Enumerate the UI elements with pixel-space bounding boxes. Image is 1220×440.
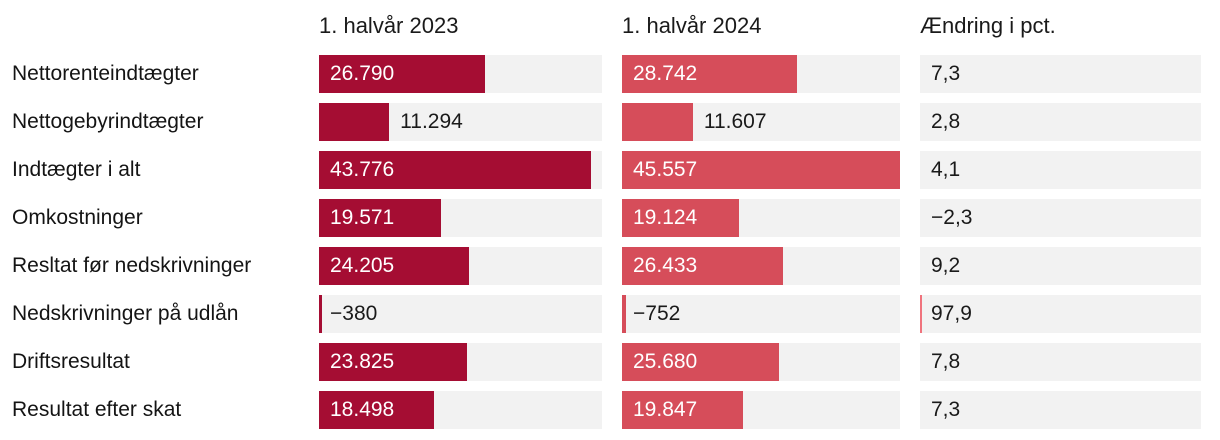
row-label: Nedskrivninger på udlån — [12, 302, 239, 325]
bar-2023 — [319, 55, 486, 93]
change-value: −2,3 — [931, 206, 973, 229]
bar-value: 43.776 — [330, 158, 395, 181]
change-value: 4,1 — [931, 158, 961, 181]
bar-track: 23.825 — [319, 343, 602, 381]
bar-value: 19.847 — [633, 398, 698, 421]
bar-value: 11.607 — [703, 110, 767, 133]
bar-value: −380 — [330, 302, 378, 325]
bar-2024 — [622, 103, 693, 141]
change-value: 97,9 — [931, 302, 972, 325]
bar-value: 26.433 — [633, 254, 698, 277]
bar-value: −752 — [633, 302, 681, 325]
bar-track: 19.124 — [622, 199, 900, 237]
row-label-column-header — [0, 39, 299, 45]
table-row: Resultat efter skat 18.498 19.847 7,3 — [0, 391, 1220, 429]
bar-track: 24.205 — [319, 247, 602, 285]
table-row: Omkostninger 19.571 19.124 −2,3 — [0, 199, 1220, 237]
chart-rows: Nettorenteindtægter 26.790 28.742 7,3 Nettog… — [0, 55, 1220, 429]
column-header-2024: 1. halvår 2024 — [622, 12, 762, 38]
bar-value: 19.124 — [633, 206, 698, 229]
bar-track: 43.776 — [319, 151, 602, 189]
bar-2023 — [319, 151, 591, 189]
bar-2024 — [622, 391, 744, 429]
change-cell: 2,8 — [920, 103, 1201, 141]
row-label: Resltat før nedskrivninger — [12, 254, 252, 277]
bar-2023 — [319, 295, 322, 333]
column-headers: 1. halvår 2023 1. halvår 2024 Ændring i … — [0, 0, 1220, 45]
change-cell: 4,1 — [920, 151, 1201, 189]
bar-track: 18.498 — [319, 391, 602, 429]
change-cell: 7,3 — [920, 391, 1201, 429]
bar-2024 — [622, 151, 900, 189]
bar-2024 — [622, 247, 784, 285]
bar-value: 26.790 — [330, 62, 395, 85]
change-sliver — [920, 295, 922, 333]
table-row: Nettorenteindtægter 26.790 28.742 7,3 — [0, 55, 1220, 93]
bar-track: 19.847 — [622, 391, 900, 429]
bar-value: 24.205 — [330, 254, 395, 277]
bar-2023 — [319, 103, 390, 141]
change-value: 7,3 — [931, 398, 961, 421]
bar-value: 18.498 — [330, 398, 395, 421]
bar-track: 45.557 — [622, 151, 900, 189]
bar-track: 26.790 — [319, 55, 602, 93]
bar-value: 19.571 — [330, 206, 395, 229]
bar-track: 11.294 — [319, 103, 602, 141]
change-cell: 7,8 — [920, 343, 1201, 381]
change-cell: 9,2 — [920, 247, 1201, 285]
table-row: Indtægter i alt 43.776 45.557 4,1 — [0, 151, 1220, 189]
bar-value: 11.294 — [400, 110, 463, 133]
change-value: 7,3 — [931, 62, 961, 85]
bar-2023 — [319, 343, 467, 381]
change-cell: 97,9 — [920, 295, 1201, 333]
bar-track: 11.607 — [622, 103, 900, 141]
table-row: Driftsresultat 23.825 25.680 7,8 — [0, 343, 1220, 381]
table-row: Nedskrivninger på udlån −380 −752 97,9 — [0, 295, 1220, 333]
bar-value: 28.742 — [633, 62, 698, 85]
row-label: Nettogebyrindtægter — [12, 110, 204, 133]
bar-2024 — [622, 343, 779, 381]
bar-track: 25.680 — [622, 343, 900, 381]
bar-2024 — [622, 55, 798, 93]
bar-2024 — [622, 199, 739, 237]
bar-2023 — [319, 391, 434, 429]
table-row: Resltat før nedskrivninger 24.205 26.433 9,… — [0, 247, 1220, 285]
row-label: Omkostninger — [12, 206, 143, 229]
change-value: 7,8 — [931, 350, 961, 373]
change-cell: −2,3 — [920, 199, 1201, 237]
bar-value: 25.680 — [633, 350, 698, 373]
bar-2024 — [622, 295, 626, 333]
change-cell: 7,3 — [920, 55, 1201, 93]
row-label: Resultat efter skat — [12, 398, 182, 421]
change-value: 2,8 — [931, 110, 961, 133]
bar-value: 45.557 — [633, 158, 698, 181]
bar-track: 19.571 — [319, 199, 602, 237]
bar-track: 28.742 — [622, 55, 900, 93]
bar-track: −380 — [319, 295, 602, 333]
row-label: Indtægter i alt — [12, 158, 141, 181]
bar-value: 23.825 — [330, 350, 395, 373]
bar-2023 — [319, 247, 470, 285]
column-header-2023: 1. halvår 2023 — [319, 12, 459, 38]
change-value: 9,2 — [931, 254, 961, 277]
bar-track: 26.433 — [622, 247, 900, 285]
table-row: Nettogebyrindtægter 11.294 11.607 2,8 — [0, 103, 1220, 141]
bar-2023 — [319, 199, 441, 237]
bar-track: −752 — [622, 295, 900, 333]
row-label: Nettorenteindtægter — [12, 62, 199, 85]
column-header-change: Ændring i pct. — [920, 12, 1056, 38]
row-label: Driftsresultat — [12, 350, 130, 373]
